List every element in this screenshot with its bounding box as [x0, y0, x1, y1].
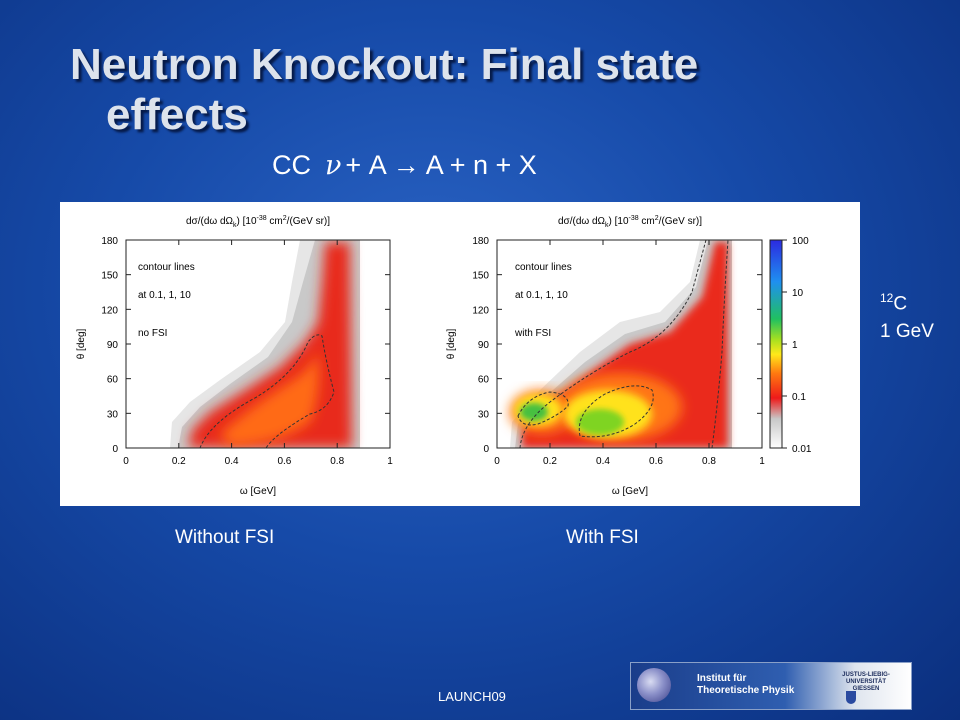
contour-left: [199, 334, 335, 449]
beam-energy: 1 GeV: [880, 321, 934, 343]
annotation-right-1: at 0.1, 1, 10: [515, 290, 568, 301]
x-tick-label-left-5: 1: [387, 456, 393, 467]
institute-logo: Institut für Theoretische Physik JUSTUS-…: [630, 662, 912, 710]
y-tick-label-left-6: 180: [101, 236, 118, 247]
region-left-orange: [220, 352, 319, 446]
caption-without-fsi: Without FSI: [175, 527, 275, 548]
contour-right-edge: [711, 239, 729, 449]
ticks-left: 0 0.2 0.4 0.6 0.8 1 0 30 60 90 120 150 180: [101, 236, 393, 467]
target-mass-number: 12: [880, 291, 894, 305]
heatmap-left-cells: [170, 240, 360, 448]
university-name: JUSTUS-LIEBIG- UNIVERSITÄT GIESSEN: [836, 672, 896, 693]
panel-left-title: dσ/(dω dΩk) [10-38 cm2/(GeV sr)]: [186, 215, 330, 229]
x-tick-label-right-1: 0.2: [543, 456, 557, 467]
y-tick-label-right-2: 60: [478, 375, 490, 386]
university-name-line3: GIESSEN: [852, 686, 880, 692]
x-tick-label-left-0: 0: [123, 456, 129, 467]
footer-conference: LAUNCH09: [438, 689, 506, 704]
colorbar-tick-label-4: 0.01: [792, 444, 812, 455]
y-tick-label-left-3: 90: [107, 340, 119, 351]
y-tick-label-right-4: 120: [472, 305, 489, 316]
y-axis-label-right: θ [deg]: [446, 328, 457, 359]
y-tick-label-right-1: 30: [478, 409, 490, 420]
colorbar-tick-label-0: 100: [792, 236, 809, 247]
contour-right-inner: [578, 385, 654, 438]
x-tick-label-right-5: 1: [759, 456, 765, 467]
caption-with-fsi: With FSI: [566, 527, 639, 548]
colorbar-tick-label-3: 0.1: [792, 392, 806, 403]
x-tick-label-left-3: 0.6: [277, 456, 291, 467]
panel-right-title: dσ/(dω dΩk) [10-38 cm2/(GeV sr)]: [558, 215, 702, 229]
reaction-neutrino: ν: [325, 150, 342, 181]
heatmap-right-cells: [510, 240, 732, 448]
heatmap-figure: dσ/(dω dΩk) [10-38 cm2/(GeV sr)] dσ/(dω …: [76, 215, 812, 497]
y-tick-label-left-0: 0: [112, 444, 118, 455]
reaction-rest: + A → A + n + X: [345, 150, 537, 180]
target-info: 12C 1 GeV: [880, 284, 934, 346]
institute-name-line2: Theoretische Physik: [697, 685, 795, 696]
annotation-right-2: with FSI: [514, 328, 551, 339]
reaction-prefix: CC: [272, 150, 311, 180]
ticks-right: 0 0.2 0.4 0.6 0.8 1 0 30 60 90 120 150 180: [472, 236, 765, 467]
university-name-line1: JUSTUS-LIEBIG-: [842, 672, 890, 678]
y-tick-label-right-3: 90: [478, 340, 490, 351]
region-right-green-a: [576, 409, 624, 435]
institute-name-line1: Institut für: [697, 673, 747, 684]
x-tick-label-right-4: 0.8: [702, 456, 716, 467]
target-element: C: [893, 293, 908, 315]
target-nucleus: 12C: [880, 284, 934, 318]
university-shield-icon: [846, 691, 856, 704]
university-name-line2: UNIVERSITÄT: [845, 679, 886, 685]
slide-title-line2: effects: [106, 90, 248, 139]
colorbar-tick-label-2: 1: [792, 340, 798, 351]
y-tick-label-left-5: 150: [101, 271, 118, 282]
x-tick-label-left-4: 0.8: [330, 456, 344, 467]
y-tick-label-right-0: 0: [483, 444, 489, 455]
y-tick-label-left-4: 120: [101, 305, 118, 316]
reaction-equation: CC ν + A → A + n + X: [272, 150, 537, 181]
slide-title: Neutron Knockout: Final state effects: [70, 40, 830, 140]
region-right-green-b: [520, 403, 548, 421]
annotation-right-0: contour lines: [515, 262, 572, 273]
colorbar-tick-label-1: 10: [792, 288, 804, 299]
annotation-left-0: contour lines: [138, 262, 195, 273]
x-tick-label-left-2: 0.4: [225, 456, 239, 467]
y-tick-label-left-1: 30: [107, 409, 119, 420]
y-tick-label-left-2: 60: [107, 375, 119, 386]
x-axis-label-left: ω [GeV]: [240, 486, 276, 497]
x-tick-label-right-2: 0.4: [596, 456, 610, 467]
institute-name: Institut für Theoretische Physik: [697, 673, 794, 697]
y-axis-label-left: θ [deg]: [76, 328, 87, 359]
x-tick-label-left-1: 0.2: [172, 456, 186, 467]
x-tick-label-right-0: 0: [494, 456, 500, 467]
contour-right-small: [517, 391, 569, 426]
contour-right-outer: [519, 239, 707, 449]
annotation-left-2: no FSI: [138, 328, 167, 339]
institute-emblem-icon: [637, 668, 671, 702]
y-tick-label-right-5: 150: [472, 271, 489, 282]
colorbar-ticks: 100 10 1 0.1 0.01: [782, 236, 812, 455]
annotation-left-1: at 0.1, 1, 10: [138, 290, 191, 301]
colorbar: [769, 239, 783, 449]
figure-panel: dσ/(dω dΩk) [10-38 cm2/(GeV sr)] dσ/(dω …: [60, 202, 860, 506]
x-axis-label-right: ω [GeV]: [612, 486, 648, 497]
y-tick-label-right-6: 180: [472, 236, 489, 247]
slide-title-line1: Neutron Knockout: Final state: [70, 40, 699, 89]
x-tick-label-right-3: 0.6: [649, 456, 663, 467]
